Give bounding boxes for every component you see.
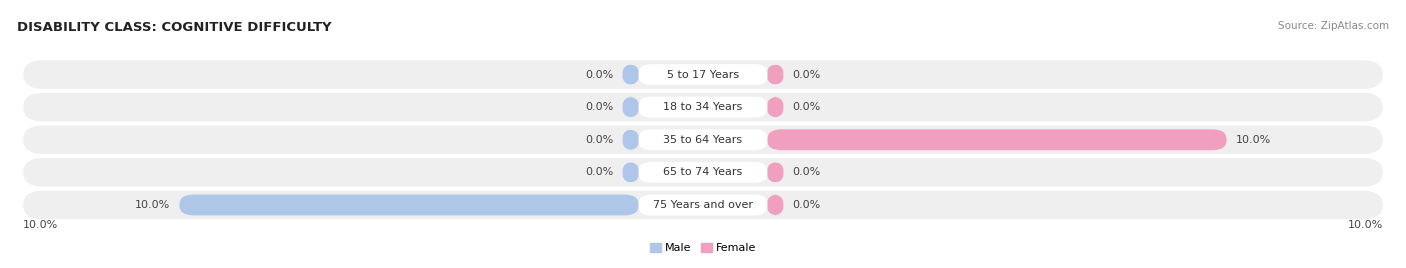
Text: 10.0%: 10.0% bbox=[24, 220, 59, 230]
FancyBboxPatch shape bbox=[638, 64, 768, 85]
FancyBboxPatch shape bbox=[623, 64, 638, 85]
Text: 35 to 64 Years: 35 to 64 Years bbox=[664, 135, 742, 145]
Text: 0.0%: 0.0% bbox=[793, 102, 821, 112]
FancyBboxPatch shape bbox=[24, 191, 1382, 219]
Text: 0.0%: 0.0% bbox=[793, 200, 821, 210]
FancyBboxPatch shape bbox=[768, 64, 783, 85]
FancyBboxPatch shape bbox=[24, 125, 1382, 154]
FancyBboxPatch shape bbox=[638, 195, 768, 215]
FancyBboxPatch shape bbox=[638, 97, 768, 118]
Text: 75 Years and over: 75 Years and over bbox=[652, 200, 754, 210]
FancyBboxPatch shape bbox=[24, 158, 1382, 187]
Text: 65 to 74 Years: 65 to 74 Years bbox=[664, 168, 742, 177]
FancyBboxPatch shape bbox=[768, 129, 1226, 150]
Text: 0.0%: 0.0% bbox=[793, 70, 821, 80]
FancyBboxPatch shape bbox=[623, 97, 638, 118]
FancyBboxPatch shape bbox=[180, 195, 638, 215]
Text: 0.0%: 0.0% bbox=[793, 168, 821, 177]
Text: 10.0%: 10.0% bbox=[135, 200, 170, 210]
FancyBboxPatch shape bbox=[623, 129, 638, 150]
FancyBboxPatch shape bbox=[768, 97, 783, 118]
Text: 0.0%: 0.0% bbox=[585, 168, 613, 177]
FancyBboxPatch shape bbox=[24, 93, 1382, 121]
Text: 10.0%: 10.0% bbox=[1347, 220, 1382, 230]
FancyBboxPatch shape bbox=[768, 162, 783, 183]
Text: DISABILITY CLASS: COGNITIVE DIFFICULTY: DISABILITY CLASS: COGNITIVE DIFFICULTY bbox=[17, 21, 332, 35]
Text: 0.0%: 0.0% bbox=[585, 135, 613, 145]
Text: Source: ZipAtlas.com: Source: ZipAtlas.com bbox=[1278, 21, 1389, 31]
FancyBboxPatch shape bbox=[623, 162, 638, 183]
FancyBboxPatch shape bbox=[638, 162, 768, 183]
Legend: Male, Female: Male, Female bbox=[645, 238, 761, 258]
Text: 10.0%: 10.0% bbox=[1236, 135, 1271, 145]
FancyBboxPatch shape bbox=[24, 60, 1382, 89]
FancyBboxPatch shape bbox=[768, 195, 783, 215]
Text: 0.0%: 0.0% bbox=[585, 102, 613, 112]
Text: 18 to 34 Years: 18 to 34 Years bbox=[664, 102, 742, 112]
Text: 5 to 17 Years: 5 to 17 Years bbox=[666, 70, 740, 80]
FancyBboxPatch shape bbox=[638, 129, 768, 150]
Text: 0.0%: 0.0% bbox=[585, 70, 613, 80]
